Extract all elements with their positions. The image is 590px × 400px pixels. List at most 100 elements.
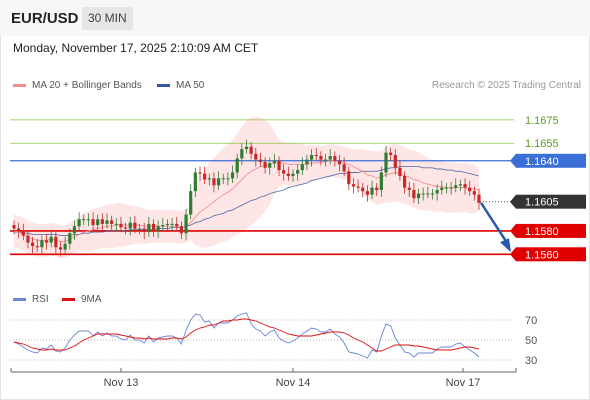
- candle-body: [230, 172, 235, 179]
- candle-body: [416, 193, 421, 199]
- forecast-arrow-shaft: [479, 202, 510, 245]
- candle-body: [449, 187, 453, 189]
- candle-body: [454, 185, 458, 188]
- x-axis-label: Nov 13: [104, 377, 139, 389]
- candle-body: [114, 223, 118, 225]
- candle-body: [240, 149, 244, 159]
- candle-body: [128, 222, 132, 229]
- candle-body: [375, 187, 379, 190]
- level-label-support: 1.1560: [525, 249, 559, 261]
- candle-body: [435, 190, 439, 194]
- candle-body: [203, 173, 207, 180]
- candle-body: [170, 223, 174, 225]
- level-label-support: 1.1580: [525, 226, 559, 238]
- candle-body: [277, 160, 281, 171]
- timeframe-button[interactable]: 30 MIN: [82, 7, 133, 30]
- candle-body: [440, 187, 444, 190]
- candle-body: [342, 164, 346, 172]
- candle-body: [249, 146, 253, 154]
- candle-body: [472, 191, 476, 195]
- candle-body: [407, 187, 411, 190]
- candle-body: [393, 154, 397, 168]
- candle-body: [351, 184, 356, 187]
- legend-ma20: MA 20 + Bollinger Bands: [13, 80, 142, 91]
- candle-body: [379, 172, 383, 190]
- legend-ma50-label: MA 50: [176, 80, 205, 91]
- symbol-label: EUR/USD: [11, 10, 79, 27]
- candle-body: [175, 223, 179, 227]
- candle-body: [91, 219, 95, 226]
- candle-body: [477, 194, 481, 203]
- candle-body: [147, 223, 151, 233]
- candle-body: [412, 190, 416, 199]
- candle-body: [207, 178, 211, 180]
- support-tag-arrow: [510, 247, 516, 262]
- candle-body: [244, 146, 249, 150]
- candle-body: [72, 226, 77, 234]
- legend-9ma-swatch: [62, 297, 75, 301]
- rsi-9ma-line: [13, 318, 480, 352]
- candle-body: [268, 163, 272, 168]
- rsi-tick-label: 50: [525, 335, 537, 347]
- candle-body: [77, 219, 81, 227]
- candle-body: [384, 152, 388, 173]
- legend-9ma: 9MA: [62, 294, 102, 305]
- candle-body: [31, 242, 35, 247]
- candle-body: [217, 178, 221, 186]
- candle-body: [142, 228, 146, 233]
- candle-body: [389, 152, 393, 155]
- candle-body: [137, 228, 142, 230]
- candle-body: [44, 240, 49, 243]
- candle-body: [296, 170, 300, 174]
- candle-body: [133, 222, 137, 229]
- candle-body: [226, 178, 230, 180]
- legend-rsi: RSI: [13, 294, 49, 305]
- candle-body: [193, 172, 197, 192]
- candle-body: [17, 228, 21, 231]
- pivot-tag-arrow: [510, 153, 516, 168]
- x-axis-label: Nov 17: [446, 377, 481, 389]
- candle-body: [63, 243, 67, 250]
- candle-body: [96, 219, 100, 226]
- legend-9ma-label: 9MA: [81, 294, 102, 305]
- candle-body: [370, 187, 374, 195]
- candle-body: [49, 236, 53, 243]
- research-credit: Research © 2025 Trading Central: [431, 80, 581, 91]
- candle-body: [124, 227, 128, 229]
- candle-body: [105, 220, 109, 224]
- candle-body: [110, 220, 114, 224]
- legend-ma50: MA 50: [157, 80, 204, 91]
- forecast-arrow-head: [500, 238, 511, 253]
- x-axis-label: Nov 14: [276, 377, 311, 389]
- candle-body: [458, 184, 462, 186]
- candle-body: [291, 173, 295, 176]
- rsi-tick-label: 70: [525, 315, 537, 327]
- candle-body: [82, 219, 86, 221]
- support-tag-arrow: [510, 223, 516, 238]
- legend-ma20-label: MA 20 + Bollinger Bands: [32, 80, 142, 91]
- pivot-tag: [516, 153, 586, 168]
- candle-body: [314, 154, 318, 157]
- candle-body: [333, 156, 337, 161]
- candle-body: [254, 153, 258, 160]
- legend-rsi-swatch: [13, 297, 26, 301]
- candle-body: [221, 178, 225, 180]
- candle-body: [263, 161, 267, 168]
- candle-body: [198, 172, 202, 174]
- candle-body: [463, 184, 467, 188]
- candle-body: [356, 186, 360, 188]
- support-tag: [516, 247, 586, 262]
- candle-body: [286, 173, 290, 176]
- candle-body: [328, 156, 332, 160]
- candle-body: [179, 226, 183, 234]
- candle-body: [258, 159, 263, 162]
- candle-body: [151, 223, 156, 231]
- candle-body: [21, 230, 25, 236]
- candle-body: [100, 219, 104, 224]
- candles: [12, 139, 481, 257]
- candle-body: [337, 160, 342, 165]
- current-price-tag-arrow: [510, 194, 516, 209]
- current-price-tag: [516, 194, 586, 209]
- support-tag: [516, 223, 586, 238]
- ma50-line: [14, 166, 480, 237]
